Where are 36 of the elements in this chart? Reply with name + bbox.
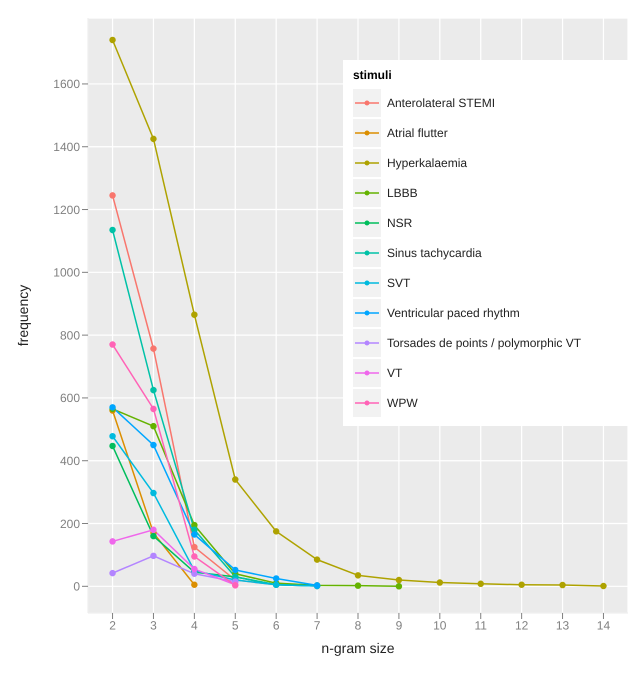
legend-label: Sinus tachycardia [387, 246, 482, 260]
y-tick-label: 200 [60, 516, 80, 531]
legend-label: Anterolateral STEMI [387, 96, 496, 110]
legend-label: Hyperkalaemia [387, 156, 468, 170]
y-tick-label: 1400 [53, 140, 80, 154]
y-tick-label: 1200 [53, 202, 80, 217]
legend-label: SVT [387, 276, 410, 290]
y-tick-label: 600 [60, 391, 80, 406]
y-tick-label: 1600 [53, 77, 80, 92]
x-tick-label: 8 [354, 618, 362, 633]
x-tick-label: 7 [314, 618, 321, 633]
x-tick-label: 13 [556, 618, 570, 633]
legend-label: Atrial flutter [387, 126, 448, 140]
x-tick-label: 3 [150, 618, 158, 633]
x-tick-label: 14 [596, 618, 610, 633]
y-tick-label: 800 [60, 328, 80, 342]
y-axis-title: frequency [14, 284, 31, 346]
legend-title: stimuli [353, 68, 393, 82]
x-tick-label: 12 [514, 618, 529, 633]
x-tick-label: 4 [191, 618, 198, 633]
y-tick-label: 1000 [53, 266, 80, 280]
legend-label: WPW [387, 396, 418, 410]
x-axis-title: n-gram size [321, 640, 395, 656]
legend-label: Ventricular paced rhythm [387, 306, 520, 320]
x-tick-label: 9 [396, 618, 403, 633]
legend-label: VT [387, 366, 402, 380]
x-tick-label: 2 [109, 618, 116, 633]
legend-label: LBBB [387, 186, 418, 200]
x-tick-label: 11 [474, 618, 488, 633]
legend-label: NSR [387, 216, 412, 230]
x-tick-label: 10 [433, 618, 447, 633]
y-tick-label: 400 [60, 454, 80, 468]
x-tick-label: 6 [272, 618, 280, 633]
legend-label: Torsades de points / polymorphic VT [387, 336, 582, 350]
x-tick-label: 5 [232, 618, 239, 633]
y-tick-label: 0 [73, 580, 80, 594]
